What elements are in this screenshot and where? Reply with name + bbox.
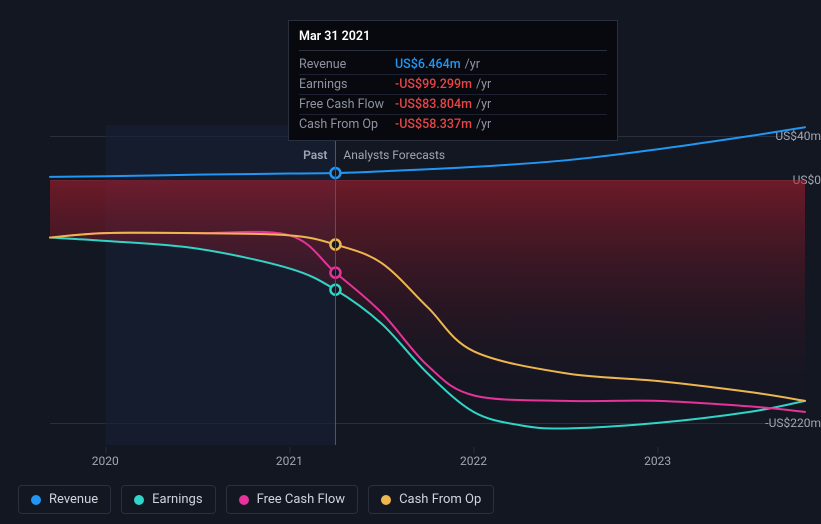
tooltip-row-value: US$6.464m (395, 57, 461, 72)
tooltip-row: Free Cash Flow-US$83.804m/yr (299, 95, 607, 115)
x-tick-label: 2023 (644, 454, 671, 468)
financials-chart: US$40mUS$0-US$220m Past Analysts Forecas… (0, 0, 821, 524)
tooltip-row-unit: /yr (476, 77, 491, 92)
legend-swatch (381, 495, 391, 505)
tooltip: Mar 31 2021 RevenueUS$6.464m/yrEarnings-… (288, 20, 618, 141)
tooltip-title: Mar 31 2021 (299, 29, 607, 51)
tooltip-row-label: Free Cash Flow (299, 97, 395, 112)
legend-swatch (31, 495, 41, 505)
legend-item-cfo[interactable]: Cash From Op (368, 485, 494, 514)
tooltip-row-label: Revenue (299, 57, 395, 72)
legend-item-earnings[interactable]: Earnings (121, 485, 215, 514)
tooltip-row: Cash From Op-US$58.337m/yr (299, 115, 607, 134)
x-tick-label: 2022 (460, 454, 487, 468)
tooltip-row-value: -US$99.299m (395, 77, 472, 92)
tooltip-row-unit: /yr (476, 117, 491, 132)
tooltip-row-value: -US$83.804m (395, 97, 472, 112)
legend-item-revenue[interactable]: Revenue (18, 485, 111, 514)
legend-swatch (134, 495, 144, 505)
x-tick-label: 2020 (92, 454, 119, 468)
segment-forecast-label: Analysts Forecasts (343, 148, 445, 162)
legend-item-fcf[interactable]: Free Cash Flow (226, 485, 358, 514)
legend-swatch (239, 495, 249, 505)
tooltip-row: RevenueUS$6.464m/yr (299, 55, 607, 75)
x-axis: 2020 2021 2022 2023 (50, 454, 805, 478)
tooltip-row: Earnings-US$99.299m/yr (299, 75, 607, 95)
x-tick-label: 2021 (276, 454, 303, 468)
tooltip-row-value: -US$58.337m (395, 117, 472, 132)
hover-line (335, 125, 336, 445)
plot-area[interactable] (50, 125, 805, 445)
legend-label: Earnings (152, 492, 202, 507)
legend-label: Free Cash Flow (257, 492, 345, 507)
segment-labels: Past Analysts Forecasts (50, 148, 805, 168)
tooltip-row-unit: /yr (465, 57, 480, 72)
legend-label: Cash From Op (399, 492, 481, 507)
tooltip-row-unit: /yr (476, 97, 491, 112)
legend: Revenue Earnings Free Cash Flow Cash From O… (18, 485, 494, 514)
tooltip-row-label: Earnings (299, 77, 395, 92)
segment-past-label: Past (303, 148, 327, 162)
tooltip-row-label: Cash From Op (299, 117, 395, 132)
legend-label: Revenue (49, 492, 98, 507)
